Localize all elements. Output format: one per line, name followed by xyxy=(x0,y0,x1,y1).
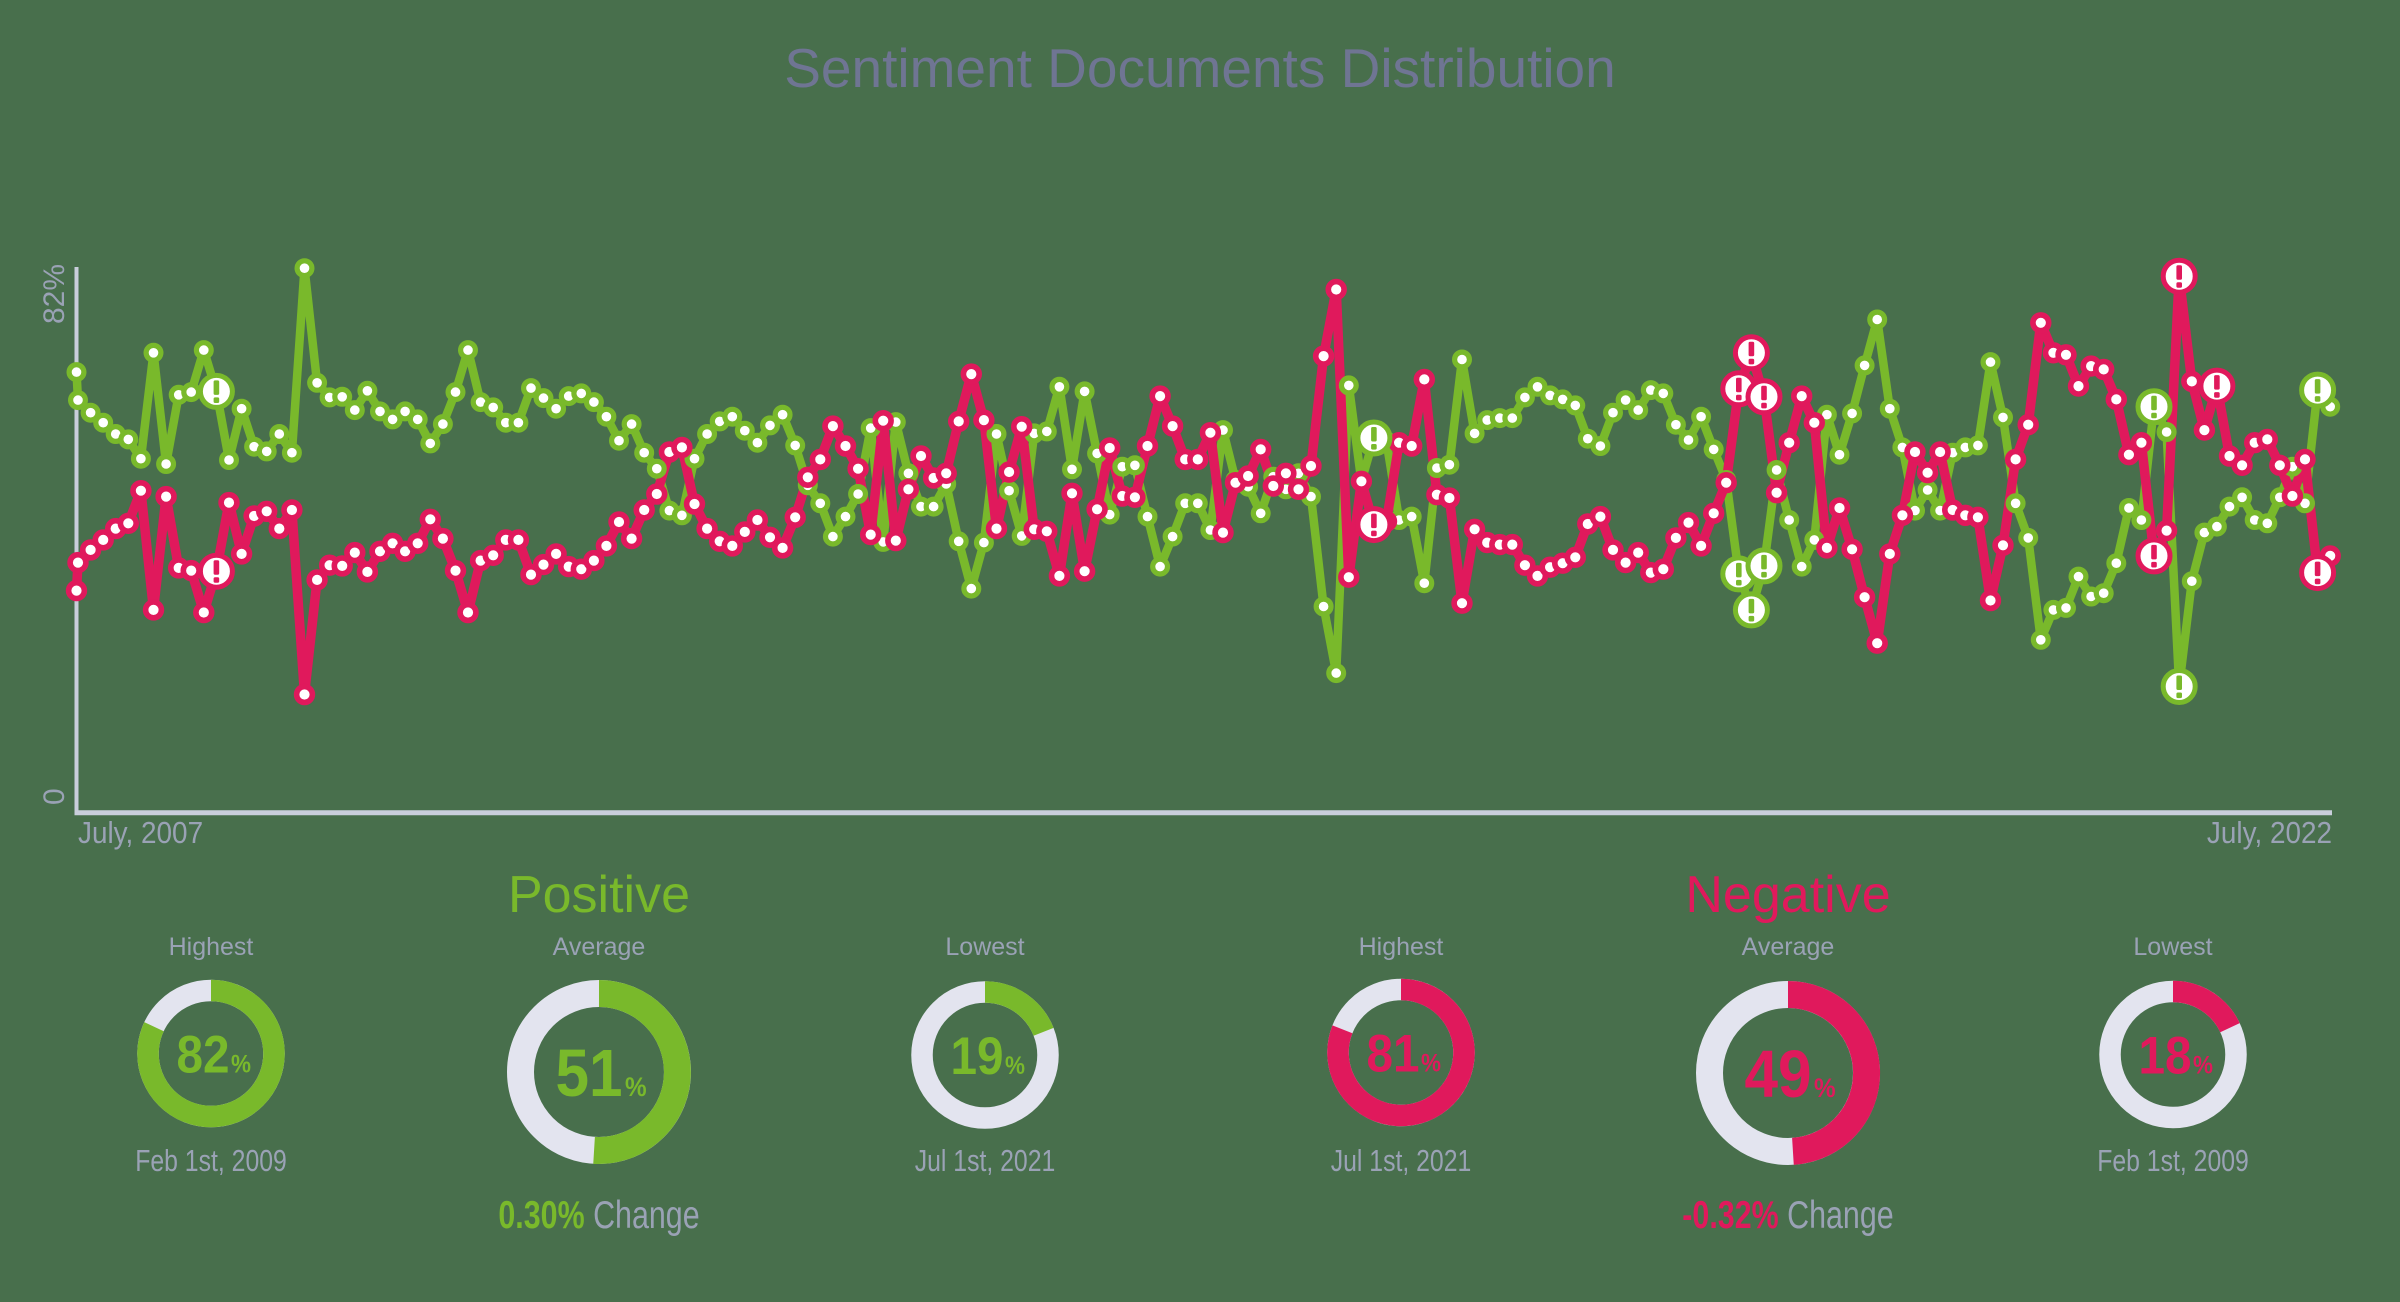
svg-text:July, 2007: July, 2007 xyxy=(78,816,203,851)
svg-text:%: % xyxy=(2193,1051,2213,1079)
svg-text:18: 18 xyxy=(2138,1025,2191,1085)
svg-text:Positive: Positive xyxy=(508,866,690,924)
svg-text:51: 51 xyxy=(555,1035,622,1111)
svg-text:Jul 1st, 2021: Jul 1st, 2021 xyxy=(1331,1143,1472,1177)
svg-text:Jul 1st, 2021: Jul 1st, 2021 xyxy=(915,1143,1056,1177)
svg-text:19: 19 xyxy=(950,1026,1003,1086)
svg-text:49: 49 xyxy=(1744,1036,1811,1112)
svg-text:July, 2022: July, 2022 xyxy=(2207,816,2332,851)
svg-text:Negative: Negative xyxy=(1685,866,1890,924)
svg-text:Feb 1st, 2009: Feb 1st, 2009 xyxy=(135,1143,287,1177)
svg-text:%: % xyxy=(1005,1052,1025,1080)
svg-text:Highest: Highest xyxy=(169,933,254,961)
svg-text:81: 81 xyxy=(1366,1023,1419,1083)
svg-text:82: 82 xyxy=(176,1024,229,1084)
svg-text:%: % xyxy=(625,1073,647,1102)
svg-text:82%: 82% xyxy=(38,264,71,324)
svg-text:Highest: Highest xyxy=(1359,933,1444,961)
svg-text:%: % xyxy=(1421,1049,1441,1077)
svg-text:Feb 1st, 2009: Feb 1st, 2009 xyxy=(2097,1143,2249,1177)
svg-text:0: 0 xyxy=(38,788,71,805)
svg-text:-0.32% Change: -0.32% Change xyxy=(1682,1193,1893,1236)
svg-text:Lowest: Lowest xyxy=(945,933,1024,961)
svg-text:%: % xyxy=(1814,1074,1836,1103)
svg-text:Average: Average xyxy=(1742,933,1835,961)
svg-text:Average: Average xyxy=(553,933,646,961)
svg-text:Lowest: Lowest xyxy=(2133,933,2212,961)
svg-text:0.30% Change: 0.30% Change xyxy=(498,1193,699,1236)
svg-text:%: % xyxy=(231,1050,251,1078)
